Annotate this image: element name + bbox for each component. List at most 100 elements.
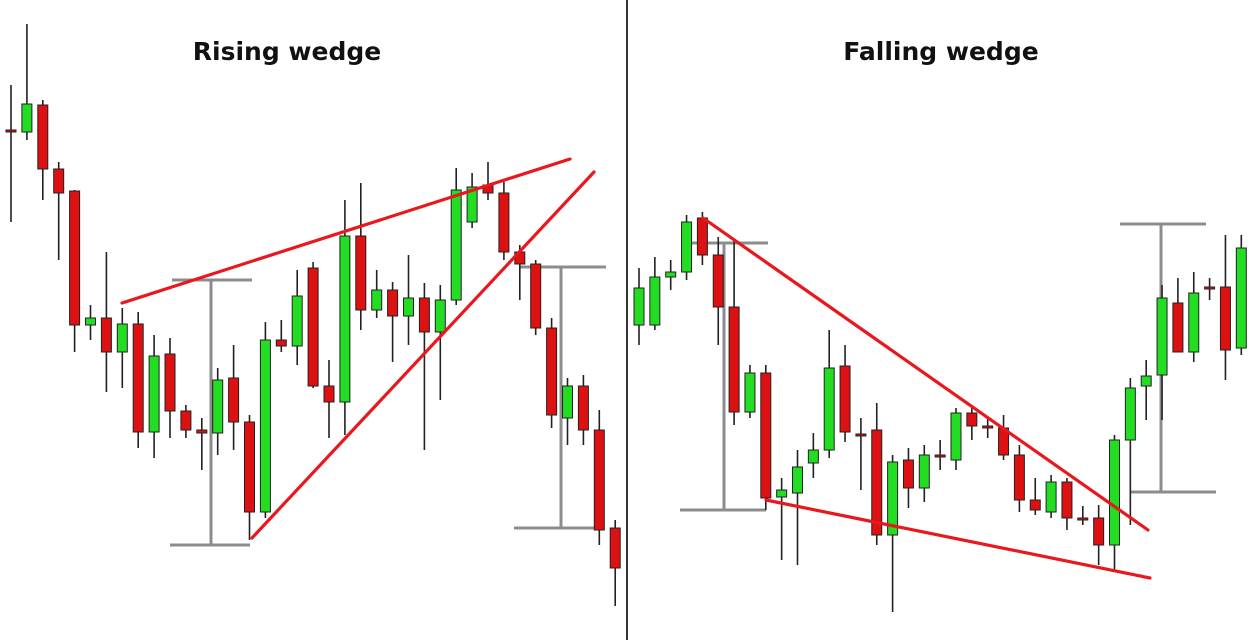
candle: [387, 282, 399, 362]
candle: [403, 255, 414, 345]
candle: [1156, 285, 1168, 420]
candle: [649, 257, 661, 330]
candle: [132, 312, 144, 448]
bullish-candle-body: [291, 295, 303, 347]
bearish-candle-body: [180, 410, 192, 431]
bullish-candle-body: [403, 297, 414, 317]
bearish-candle-body: [355, 235, 367, 311]
bearish-candle-body: [1204, 286, 1216, 290]
candle: [728, 240, 740, 425]
candle: [807, 433, 819, 478]
candle: [546, 318, 558, 428]
bullish-candle-body: [339, 235, 351, 403]
bearish-candle-body: [418, 297, 430, 333]
candle: [577, 375, 589, 445]
candle: [291, 270, 303, 365]
bullish-candle-body: [212, 379, 224, 434]
candle: [1077, 506, 1089, 525]
candle: [116, 308, 128, 388]
candle: [323, 360, 335, 438]
candle: [418, 283, 430, 450]
bearish-candle-body: [275, 339, 287, 347]
candle: [164, 338, 176, 438]
candle: [776, 478, 788, 560]
bullish-candle-body: [148, 355, 160, 433]
rising-wedge-panel: [5, 24, 621, 606]
candle: [5, 85, 17, 222]
candle: [228, 345, 240, 450]
candle: [450, 168, 462, 305]
bearish-candle-body: [132, 323, 144, 433]
bearish-candle-body: [1061, 481, 1073, 519]
bearish-candle-body: [546, 327, 558, 416]
bearish-candle-body: [1029, 499, 1041, 511]
candle: [982, 418, 994, 438]
candle: [1093, 505, 1105, 565]
bearish-candle-body: [609, 527, 621, 569]
bearish-candle-body: [760, 372, 772, 499]
candle: [371, 270, 383, 318]
falling-wedge-title: Falling wedge: [843, 37, 1038, 66]
lower-trendline: [250, 170, 596, 540]
bullish-candle-body: [744, 372, 756, 413]
bearish-candle-body: [1172, 302, 1184, 353]
bullish-candle-body: [918, 454, 930, 489]
bearish-candle-body: [902, 459, 914, 489]
bearish-candle-body: [100, 317, 112, 353]
candle: [902, 448, 914, 508]
upper-trendline: [701, 216, 1150, 532]
bearish-candle-body: [498, 192, 510, 253]
bullish-candle-body: [665, 271, 677, 278]
candle: [1109, 435, 1120, 570]
candle: [918, 445, 930, 502]
bullish-candle-body: [649, 276, 661, 326]
candle: [562, 378, 573, 445]
bullish-candle-body: [85, 317, 96, 326]
bullish-candle-body: [887, 461, 899, 536]
candle: [307, 262, 319, 388]
bearish-candle-body: [1219, 286, 1231, 351]
candle: [839, 345, 851, 442]
candle: [760, 365, 772, 510]
bullish-candle-body: [1140, 375, 1152, 387]
candle: [69, 190, 81, 352]
bullish-candle-body: [823, 367, 835, 451]
candle: [1045, 475, 1057, 518]
upper-trendline: [120, 157, 572, 305]
candle: [744, 365, 756, 418]
candle: [85, 305, 96, 340]
bullish-candle-body: [562, 385, 573, 419]
candle: [823, 330, 835, 458]
candle: [1140, 360, 1152, 420]
bearish-candle-body: [164, 353, 176, 412]
bearish-candle-body: [53, 168, 65, 194]
bearish-candle-body: [228, 377, 240, 423]
bearish-candle-body: [530, 263, 542, 329]
candle: [593, 410, 605, 545]
candle: [21, 24, 33, 140]
candle: [466, 173, 478, 228]
candle: [212, 368, 224, 455]
candle: [1188, 272, 1200, 362]
bullish-candle-body: [950, 412, 962, 461]
bearish-candle-body: [839, 365, 851, 433]
candle: [1013, 445, 1025, 512]
bearish-candle-body: [244, 421, 255, 513]
bearish-candle-body: [37, 104, 49, 170]
bearish-candle-body: [5, 129, 17, 133]
bullish-candle-body: [1109, 439, 1120, 546]
bullish-candle-body: [450, 189, 462, 301]
candle: [180, 405, 192, 438]
bearish-candle-body: [982, 425, 994, 429]
candle: [244, 415, 255, 540]
bearish-candle-body: [196, 429, 208, 434]
candle: [100, 252, 112, 392]
candle: [1235, 235, 1247, 355]
bullish-candle-body: [776, 489, 788, 498]
bullish-candle-body: [21, 103, 33, 133]
rising-wedge-title: Rising wedge: [193, 37, 381, 66]
candle: [1204, 278, 1216, 300]
bullish-candle-body: [1156, 297, 1168, 376]
candle: [355, 183, 367, 330]
